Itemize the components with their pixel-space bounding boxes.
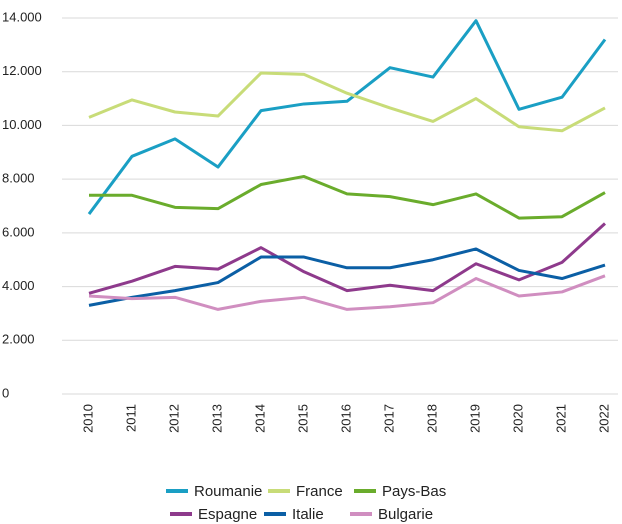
x-tick-label: 2018 <box>424 404 439 433</box>
x-tick-label: 2020 <box>510 404 525 433</box>
x-tick-label: 2016 <box>338 404 353 433</box>
x-tick-label: 2011 <box>123 404 138 432</box>
y-tick-label: 14.000 <box>2 9 42 24</box>
y-tick-label: 12.000 <box>2 63 42 78</box>
legend-label: France <box>296 483 343 500</box>
legend-label: Roumanie <box>194 483 262 500</box>
x-tick-label: 2022 <box>596 404 611 433</box>
y-tick-label: 0 <box>2 385 9 400</box>
y-tick-label: 6.000 <box>2 224 35 239</box>
series-line <box>89 174 606 220</box>
series-line <box>88 222 607 295</box>
y-tick-label: 4.000 <box>2 278 35 293</box>
x-tick-label: 2013 <box>209 404 224 433</box>
legend-label: Espagne <box>198 506 257 523</box>
x-tick-label: 2010 <box>80 404 95 433</box>
legend-label: Bulgarie <box>378 506 433 523</box>
x-tick-label: 2019 <box>467 404 482 433</box>
x-tick-label: 2012 <box>166 404 181 433</box>
y-tick-label: 2.000 <box>2 332 35 347</box>
x-tick-label: 2015 <box>295 404 310 433</box>
legend-label: Pays-Bas <box>382 483 446 500</box>
series-line <box>88 71 606 133</box>
y-tick-label: 10.000 <box>2 117 42 132</box>
x-tick-label: 2017 <box>381 404 396 433</box>
series-line <box>88 247 606 307</box>
x-tick-label: 2021 <box>553 404 568 433</box>
series-line <box>88 274 606 311</box>
series-line <box>87 19 607 215</box>
legend-label: Italie <box>292 506 324 523</box>
y-tick-label: 8.000 <box>2 171 35 186</box>
x-tick-label: 2014 <box>252 404 267 433</box>
